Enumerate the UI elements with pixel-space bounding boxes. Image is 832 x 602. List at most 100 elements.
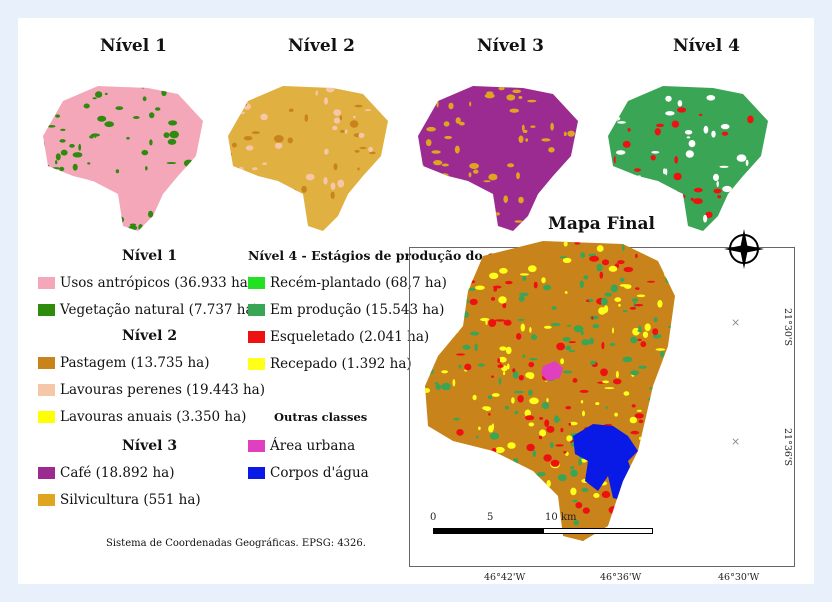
land-use-patch (425, 173, 434, 181)
land-use-patch (389, 126, 393, 128)
legend-swatch (38, 384, 55, 396)
land-use-patch (686, 136, 691, 139)
land-use-patch (501, 516, 509, 525)
land-use-patch (638, 419, 644, 424)
land-use-patch (642, 331, 649, 338)
land-use-patch (738, 221, 745, 226)
legend-item: Esqueletado (2.041 ha) (248, 329, 429, 345)
land-use-patch (660, 212, 666, 217)
land-use-patch (462, 283, 471, 290)
land-use-patch (375, 189, 379, 195)
land-use-patch (578, 458, 582, 466)
land-use-patch (267, 182, 272, 189)
land-use-patch (509, 108, 519, 113)
land-use-patch (697, 362, 700, 368)
land-use-patch (651, 444, 656, 452)
land-use-patch (550, 459, 560, 467)
land-use-patch (161, 89, 167, 96)
land-use-patch (75, 215, 80, 222)
land-use-patch (60, 149, 68, 156)
land-use-patch (676, 490, 685, 493)
land-use-patch (426, 126, 436, 132)
land-use-patch (560, 358, 564, 365)
land-use-patch (243, 136, 253, 141)
scale-label: 0 (430, 512, 437, 523)
land-use-patch (667, 347, 673, 354)
land-use-patch (520, 323, 525, 332)
land-use-patch (654, 495, 665, 504)
land-use-patch (672, 76, 682, 81)
land-use-patch (429, 341, 436, 346)
land-use-patch (503, 371, 506, 376)
land-use-patch (756, 195, 764, 198)
land-use-patch (646, 441, 657, 447)
land-use-patch (675, 216, 685, 224)
land-use-patch (427, 357, 432, 361)
land-use-patch (425, 357, 427, 366)
land-use-patch (259, 193, 268, 200)
land-use-patch (505, 280, 513, 285)
map-background (425, 241, 675, 541)
land-use-patch (487, 395, 493, 399)
land-use-patch (591, 537, 595, 541)
land-use-patch (694, 400, 697, 407)
land-use-patch (684, 358, 690, 364)
land-use-patch (491, 447, 497, 453)
land-use-patch (506, 94, 516, 101)
scale-bar (433, 528, 653, 534)
title-level1: Nível 1 (100, 36, 167, 56)
land-use-patch (502, 494, 507, 498)
land-use-patch (580, 400, 584, 404)
land-use-patch (43, 96, 47, 103)
land-use-patch (237, 111, 245, 115)
land-use-patch (89, 135, 94, 139)
land-use-patch (667, 267, 674, 274)
land-use-patch (570, 487, 577, 496)
land-use-patch (151, 230, 161, 231)
land-use-patch (671, 120, 680, 128)
land-use-patch (439, 293, 443, 299)
land-use-patch (565, 406, 572, 410)
land-use-patch (655, 244, 664, 250)
land-use-patch (420, 532, 424, 537)
land-use-patch (550, 122, 554, 131)
land-use-patch (564, 291, 568, 294)
land-use-patch (415, 509, 419, 515)
land-use-patch (764, 78, 771, 82)
land-use-patch (654, 416, 659, 424)
land-use-patch (671, 530, 675, 535)
land-use-patch (681, 523, 690, 526)
land-use-patch (638, 365, 647, 369)
land-use-patch (415, 466, 418, 474)
land-use-patch (619, 277, 625, 282)
lon-label: 46°30'W (718, 572, 760, 583)
land-use-patch (654, 446, 664, 451)
land-use-patch (43, 141, 45, 149)
land-use-patch (687, 418, 691, 423)
land-use-patch (693, 198, 703, 205)
land-use-patch (75, 187, 82, 194)
land-use-patch (603, 146, 606, 148)
land-use-patch (356, 193, 364, 198)
map-level2 (228, 86, 393, 231)
land-use-patch (637, 338, 642, 341)
land-use-patch (691, 246, 698, 250)
land-use-patch (717, 195, 722, 199)
land-use-patch (680, 358, 686, 362)
land-use-patch (683, 284, 692, 287)
land-use-patch (418, 112, 422, 117)
land-use-patch (473, 458, 480, 466)
urban-area (541, 361, 563, 381)
land-use-patch (444, 135, 452, 140)
land-use-patch (474, 501, 477, 509)
land-use-patch (543, 454, 552, 462)
land-use-patch (485, 462, 491, 471)
legend-item: Recém-plantado (68,7 ha) (248, 275, 447, 291)
land-use-patch (443, 291, 451, 298)
land-use-patch (747, 169, 750, 178)
land-use-patch (425, 249, 430, 257)
land-use-patch (376, 196, 385, 204)
land-use-patch (72, 152, 83, 158)
scale-label: 5 (487, 512, 494, 523)
land-use-patch (192, 193, 195, 201)
